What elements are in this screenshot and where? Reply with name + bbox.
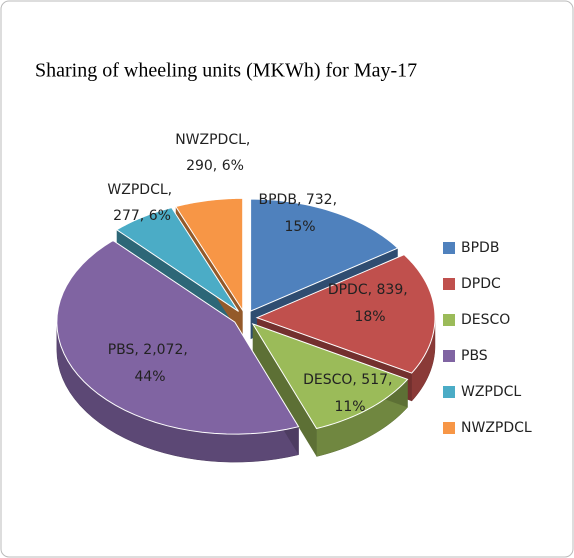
data-label: PBS, 2,072, 44%	[108, 342, 193, 385]
label-value: 2,072	[143, 342, 183, 358]
label-share: 18%	[354, 309, 385, 325]
legend-swatch	[443, 422, 455, 434]
slice	[115, 207, 239, 312]
legend-label: BPDB	[461, 240, 499, 256]
slice	[255, 254, 436, 374]
slice	[174, 197, 244, 313]
label-category: BPDB	[259, 192, 297, 208]
slice	[56, 239, 300, 435]
legend-swatch	[443, 242, 455, 254]
label-separator: ,	[333, 192, 342, 208]
label-value: 732	[306, 192, 333, 208]
legend-swatch	[443, 350, 455, 362]
data-label: NWZPDCL, 290, 6%	[175, 132, 255, 174]
label-share: 44%	[134, 369, 165, 385]
legend-label: DESCO	[461, 312, 510, 328]
data-label: WZPDCL, 277, 6%	[107, 182, 176, 224]
label-category: WZPDCL	[107, 182, 167, 198]
legend-swatch	[443, 278, 455, 290]
label-value: 290	[186, 158, 213, 174]
label-value: 517	[361, 372, 388, 388]
label-separator: ,	[140, 208, 149, 224]
label-share: 11%	[334, 399, 365, 415]
label-separator: ,	[297, 192, 306, 208]
slice-wall	[252, 323, 317, 457]
label-separator: ,	[213, 158, 222, 174]
data-label: DESCO, 517, 11%	[303, 372, 397, 415]
label-share: 15%	[284, 219, 315, 235]
label-share: 6%	[149, 208, 171, 224]
label-separator: ,	[352, 372, 361, 388]
legend-label: NWZPDCL	[461, 420, 532, 436]
label-category: DESCO	[303, 372, 352, 388]
label-value: 277	[113, 208, 140, 224]
label-separator: ,	[246, 132, 255, 148]
label-separator: ,	[388, 372, 397, 388]
legend-label: WZPDCL	[461, 384, 521, 400]
legend-swatch	[443, 314, 455, 326]
data-label: BPDB, 732, 15%	[259, 192, 342, 235]
chart-title: Sharing of wheeling units (MKWh) for May…	[35, 60, 417, 82]
legend-swatch	[443, 386, 455, 398]
label-category: NWZPDCL	[175, 132, 246, 148]
label-value: 839	[377, 282, 404, 298]
label-category: DPDC	[328, 282, 368, 298]
data-label: DPDC, 839, 18%	[328, 282, 412, 325]
label-separator: ,	[183, 342, 192, 358]
label-category: PBS	[108, 342, 135, 358]
slice	[251, 322, 409, 430]
slice	[250, 198, 399, 312]
label-separator: ,	[134, 342, 143, 358]
label-share: 6%	[222, 158, 244, 174]
label-separator: ,	[403, 282, 412, 298]
pie-tops	[56, 197, 436, 435]
label-separator: ,	[368, 282, 377, 298]
label-separator: ,	[168, 182, 177, 198]
legend-label: PBS	[461, 348, 488, 364]
legend-label: DPDC	[461, 276, 501, 292]
